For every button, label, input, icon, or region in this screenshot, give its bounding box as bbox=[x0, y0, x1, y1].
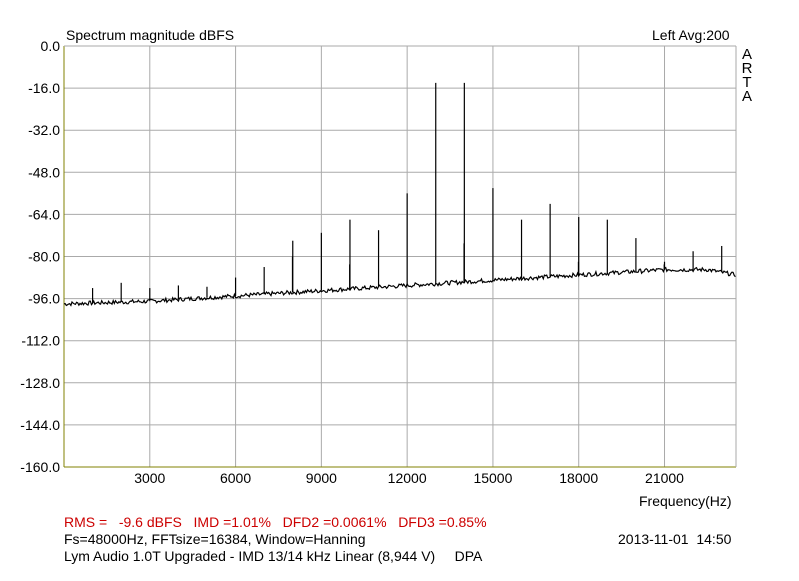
brand-letter: A bbox=[741, 46, 752, 63]
brand-letter: R bbox=[741, 60, 753, 77]
analyzer-settings: Fs=48000Hz, FFTsize=16384, Window=Hannin… bbox=[64, 531, 366, 547]
y-tick-label: -96.0 bbox=[28, 291, 60, 307]
x-tick-label: 6000 bbox=[220, 470, 251, 486]
y-tick-label: -32.0 bbox=[28, 122, 60, 138]
y-tick-label: -48.0 bbox=[28, 164, 60, 180]
y-tick-label: -144.0 bbox=[20, 417, 60, 433]
grid-lines bbox=[64, 46, 736, 467]
noise-floor-line bbox=[63, 266, 736, 307]
x-tick-label: 9000 bbox=[306, 470, 337, 486]
y-tick-label: -64.0 bbox=[28, 206, 60, 222]
y-tick-label: -128.0 bbox=[20, 375, 60, 391]
y-tick-label: -16.0 bbox=[28, 80, 60, 96]
x-tick-labels: 3000 6000 9000 12000 15000 18000 21000 bbox=[134, 470, 684, 486]
spectrum-trace bbox=[63, 82, 736, 307]
brand-letter: T bbox=[742, 74, 752, 91]
y-tick-label: 0.0 bbox=[41, 38, 61, 54]
arta-brand: A R T A bbox=[740, 46, 754, 105]
y-tick-label: -112.0 bbox=[21, 333, 60, 349]
channel-info: Left Avg:200 bbox=[652, 27, 730, 43]
brand-letter: A bbox=[741, 88, 752, 105]
y-tick-labels: 0.0 -16.0 -32.0 -48.0 -64.0 -80.0 -96.0 -112.0 -… bbox=[20, 38, 60, 475]
measurement-description: Lym Audio 1.0T Upgraded - IMD 13/14 kHz … bbox=[64, 548, 483, 564]
x-axis-label: Frequency(Hz) bbox=[639, 493, 732, 509]
plot-axes bbox=[63, 45, 737, 468]
y-tick-label: -160.0 bbox=[20, 459, 60, 475]
chart-title: Spectrum magnitude dBFS bbox=[66, 27, 235, 43]
measurement-summary: RMS = -9.6 dBFS IMD =1.01% DFD2 =0.0061%… bbox=[64, 514, 487, 530]
x-tick-label: 15000 bbox=[473, 470, 512, 486]
y-tick-label: -80.0 bbox=[28, 249, 60, 265]
x-tick-label: 3000 bbox=[134, 470, 165, 486]
x-tick-label: 12000 bbox=[388, 470, 427, 486]
x-tick-label: 21000 bbox=[645, 470, 684, 486]
timestamp: 2013-11-01 14:50 bbox=[618, 531, 732, 547]
x-tick-label: 18000 bbox=[559, 470, 598, 486]
